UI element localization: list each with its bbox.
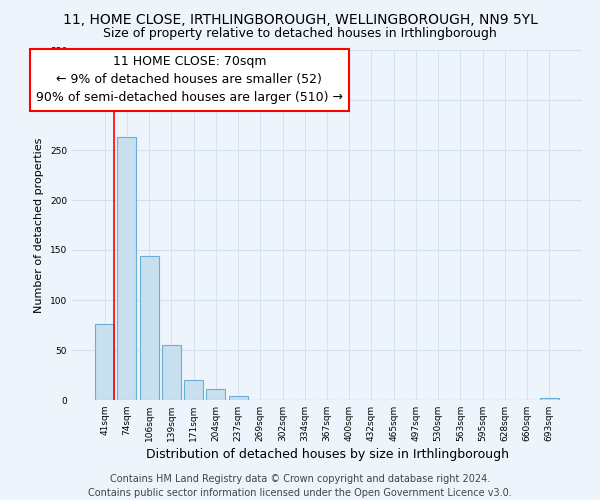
Bar <box>540 398 559 400</box>
Text: Size of property relative to detached houses in Irthlingborough: Size of property relative to detached ho… <box>103 28 497 40</box>
Bar <box>229 396 248 400</box>
Bar <box>118 137 136 400</box>
Text: Contains HM Land Registry data © Crown copyright and database right 2024.
Contai: Contains HM Land Registry data © Crown c… <box>88 474 512 498</box>
X-axis label: Distribution of detached houses by size in Irthlingborough: Distribution of detached houses by size … <box>146 448 509 461</box>
Bar <box>206 389 225 400</box>
Bar <box>140 256 158 400</box>
Bar <box>184 380 203 400</box>
Bar <box>95 324 114 400</box>
Y-axis label: Number of detached properties: Number of detached properties <box>34 138 44 312</box>
Text: 11, HOME CLOSE, IRTHLINGBOROUGH, WELLINGBOROUGH, NN9 5YL: 11, HOME CLOSE, IRTHLINGBOROUGH, WELLING… <box>62 12 538 26</box>
Text: 11 HOME CLOSE: 70sqm
← 9% of detached houses are smaller (52)
90% of semi-detach: 11 HOME CLOSE: 70sqm ← 9% of detached ho… <box>36 55 343 104</box>
Bar <box>162 345 181 400</box>
